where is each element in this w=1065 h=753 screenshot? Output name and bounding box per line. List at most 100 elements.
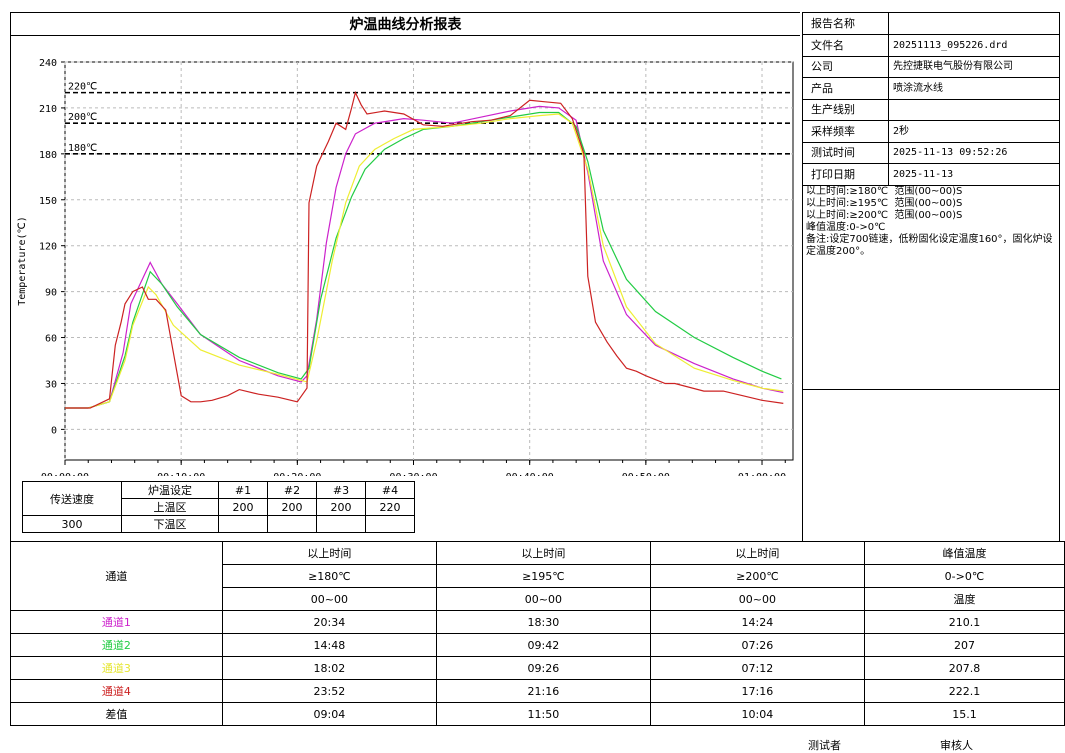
result-cell: 207.8 [863, 656, 1065, 680]
info-key: 公司 [803, 56, 889, 77]
y-tick-label: 120 [39, 242, 57, 253]
y-tick-label: 30 [45, 379, 57, 390]
result-cell: 09:42 [435, 633, 651, 657]
info-divider [803, 389, 1059, 390]
table-row: 通道4 23:52 21:16 17:16 222.1 [10, 679, 1065, 703]
result-cell: 18:30 [435, 610, 651, 634]
info-value: 2025-11-13 [893, 168, 954, 180]
chart-area: 0 30 60 90 120 150 180 210 240 00:00:00 00:10:00 00… [10, 36, 802, 541]
result-col-header: 00~00 [221, 587, 437, 611]
table-row: 差值 09:04 11:50 10:04 15.1 [10, 702, 1065, 726]
result-cell: 09:04 [221, 702, 437, 726]
result-col-header: ≥200℃ [649, 564, 865, 588]
result-cell: 222.1 [863, 679, 1065, 703]
result-cell: 207 [863, 633, 1065, 657]
result-cell: 15.1 [863, 702, 1065, 726]
result-col-header: ≥180℃ [221, 564, 437, 588]
col-header: #2 [267, 481, 317, 499]
report-title: 炉温曲线分析报表 [10, 12, 800, 36]
result-cell: 14:48 [221, 633, 437, 657]
lower-label: 下温区 [121, 515, 219, 533]
result-cell: 18:02 [221, 656, 437, 680]
channel-name: 通道3 [10, 656, 223, 680]
table-row: 通道1 20:34 18:30 14:24 210.1 [10, 610, 1065, 634]
result-cell: 21:16 [435, 679, 651, 703]
series-line [65, 105, 784, 409]
lower-value [365, 515, 415, 533]
lower-value [267, 515, 317, 533]
upper-value: 200 [316, 498, 366, 516]
info-row: 产品 喷涂流水线 [803, 77, 1059, 100]
speed-table: 传送速度 炉温设定 #1 #2 #3 #4 上温区 200 200 200 22… [22, 481, 415, 533]
info-value: 喷涂流水线 [893, 82, 943, 94]
x-tick-label: 00:00:00 [41, 472, 89, 476]
info-row: 公司 先控捷联电气股份有限公司 [803, 56, 1059, 78]
upper-value: 220 [365, 498, 415, 516]
reference-label: 220℃ [68, 82, 97, 93]
lower-value [218, 515, 268, 533]
info-row: 打印日期 2025-11-13 [803, 163, 1059, 186]
channel-header: 通道 [10, 541, 223, 611]
info-row: 采样频率 2秒 [803, 120, 1059, 143]
channel-name: 通道4 [10, 679, 223, 703]
result-col-header: 00~00 [435, 587, 651, 611]
info-key: 生产线别 [803, 99, 889, 120]
info-row: 生产线别 [803, 99, 1059, 121]
temperature-chart: 0 30 60 90 120 150 180 210 240 00:00:00 00:10:00 00… [17, 58, 794, 498]
x-tick-label: 00:50:00 [622, 472, 670, 476]
y-tick-label: 180 [39, 150, 57, 161]
table-row: 通道3 18:02 09:26 07:12 207.8 [10, 656, 1065, 680]
result-table: 通道 以上时间 以上时间 以上时间 峰值温度 ≥180℃ ≥195℃ ≥200℃ 0->0℃ 00… [10, 541, 1065, 726]
result-col-header: 00~00 [649, 587, 865, 611]
info-key: 文件名 [803, 34, 889, 56]
plot-frame [64, 61, 794, 461]
info-row: 文件名 20251113_095226.drd [803, 34, 1059, 57]
notes-text: 以上时间:≥180℃ 范围(00~00)S 以上时间:≥195℃ 范围(00~0… [806, 186, 1053, 257]
x-tick-label: 00:30:00 [389, 472, 437, 476]
y-tick-label: 90 [45, 288, 57, 299]
result-cell: 17:16 [649, 679, 865, 703]
reference-label: 180℃ [68, 143, 97, 154]
info-key: 报告名称 [803, 13, 889, 34]
y-tick-label: 60 [45, 334, 57, 345]
col-header: #1 [218, 481, 268, 499]
upper-label: 上温区 [121, 498, 219, 516]
result-cell: 09:26 [435, 656, 651, 680]
y-tick-label: 0 [51, 425, 57, 436]
upper-value: 200 [267, 498, 317, 516]
reviewer-label: 审核人 [940, 739, 973, 752]
y-tick-label: 150 [39, 196, 57, 207]
info-key: 打印日期 [803, 163, 889, 185]
series-line [65, 111, 782, 409]
y-axis-label: Temperature(℃) [17, 216, 28, 306]
y-tick-label: 240 [39, 58, 57, 69]
info-value: 先控捷联电气股份有限公司 [893, 61, 1013, 72]
table-row: 通道2 14:48 09:42 07:26 207 [10, 633, 1065, 657]
result-col-header: 峰值温度 [863, 541, 1065, 565]
upper-value: 200 [218, 498, 268, 516]
info-panel: 报告名称 文件名 20251113_095226.drd 公司 先控捷联电气股份有限公司… [802, 12, 1060, 542]
info-value: 2秒 [893, 125, 910, 137]
speed-value: 300 [22, 515, 122, 533]
channel-name: 通道1 [10, 610, 223, 634]
col-header: #4 [365, 481, 415, 499]
result-col-header: 以上时间 [649, 541, 865, 565]
result-cell: 210.1 [863, 610, 1065, 634]
y-tick-label: 210 [39, 104, 57, 115]
info-value: 20251113_095226.drd [893, 39, 1008, 51]
result-cell: 11:50 [435, 702, 651, 726]
speed-label: 传送速度 [22, 481, 122, 516]
result-cell: 23:52 [221, 679, 437, 703]
info-key: 产品 [803, 77, 889, 99]
result-cell: 14:24 [649, 610, 865, 634]
result-col-header: 以上时间 [435, 541, 651, 565]
result-cell: 10:04 [649, 702, 865, 726]
info-key: 采样频率 [803, 120, 889, 142]
result-col-header: 温度 [863, 587, 1065, 611]
series-line [65, 90, 784, 409]
result-col-header: 0->0℃ [863, 564, 1065, 588]
set-label: 炉温设定 [121, 481, 219, 499]
tester-label: 测试者 [808, 739, 841, 752]
info-value: 2025-11-13 09:52:26 [893, 147, 1008, 158]
result-cell: 07:26 [649, 633, 865, 657]
